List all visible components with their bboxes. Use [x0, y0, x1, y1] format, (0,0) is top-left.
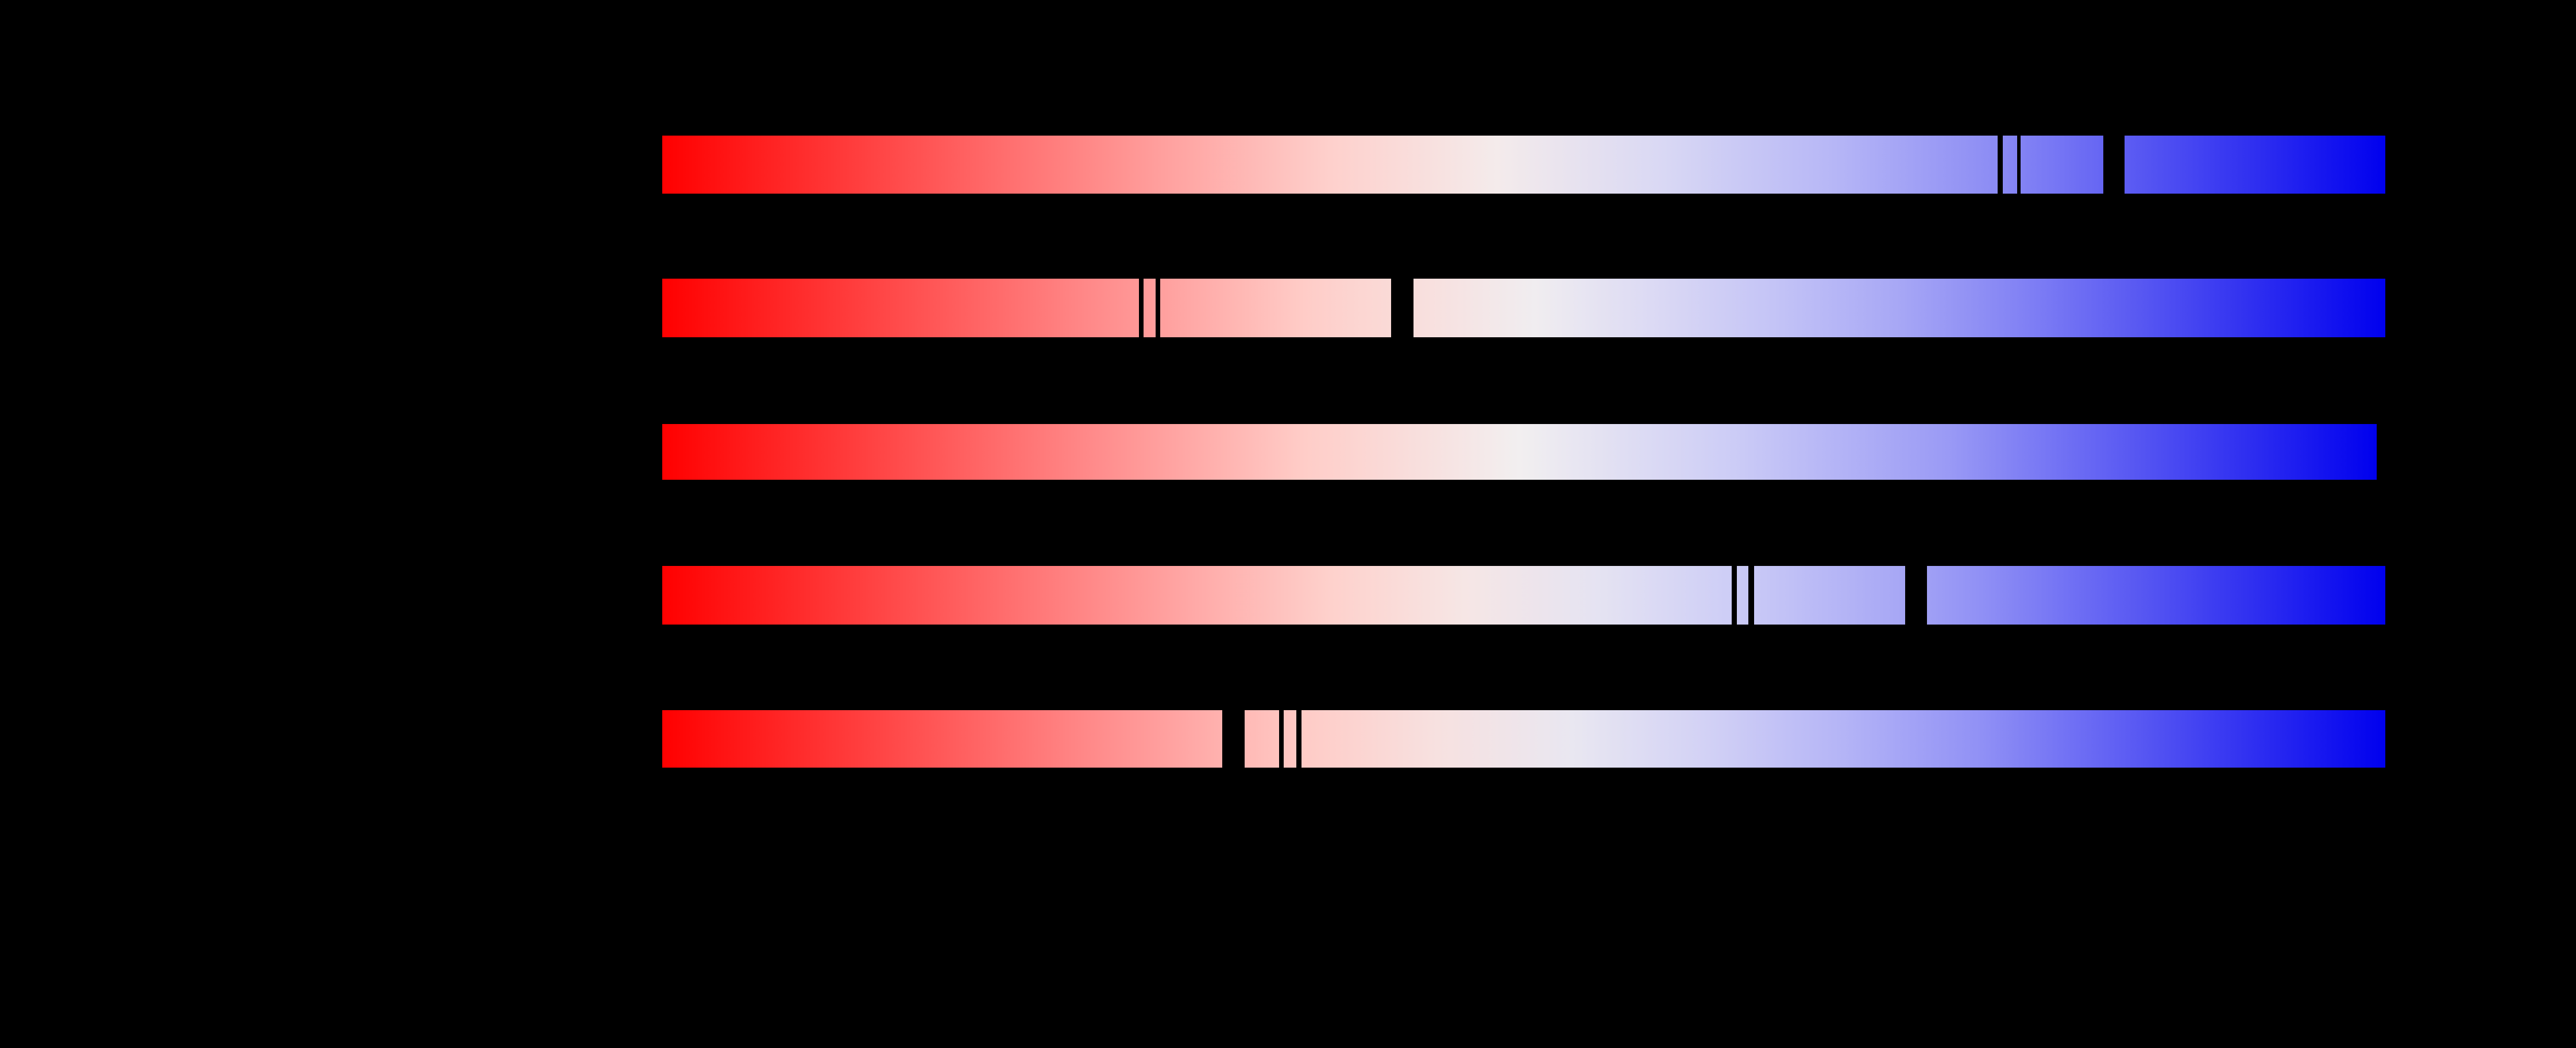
track-segment[interactable]: [1301, 710, 2385, 768]
track-segment[interactable]: [662, 710, 1222, 768]
track-row[interactable]: [662, 424, 2377, 480]
track-segment[interactable]: [662, 279, 1139, 337]
track-row[interactable]: [662, 566, 2385, 625]
track-segment[interactable]: [662, 424, 2377, 480]
track-row[interactable]: [662, 279, 2385, 337]
track-segment[interactable]: [1160, 279, 1391, 337]
track-segment[interactable]: [662, 566, 1732, 625]
track-segment[interactable]: [1144, 279, 1156, 337]
track-segment[interactable]: [1927, 566, 2385, 625]
track-segment[interactable]: [1737, 566, 1748, 625]
track-segment[interactable]: [2021, 136, 2103, 194]
track-segment[interactable]: [1284, 710, 1296, 768]
track-segment[interactable]: [1245, 710, 1279, 768]
track-segment[interactable]: [662, 136, 1998, 194]
track-segment[interactable]: [2003, 136, 2017, 194]
track-row[interactable]: [662, 710, 2385, 768]
track-segment[interactable]: [1413, 279, 2385, 337]
track-segment[interactable]: [2125, 136, 2385, 194]
track-segment[interactable]: [1754, 566, 1905, 625]
track-row[interactable]: [662, 136, 2385, 194]
